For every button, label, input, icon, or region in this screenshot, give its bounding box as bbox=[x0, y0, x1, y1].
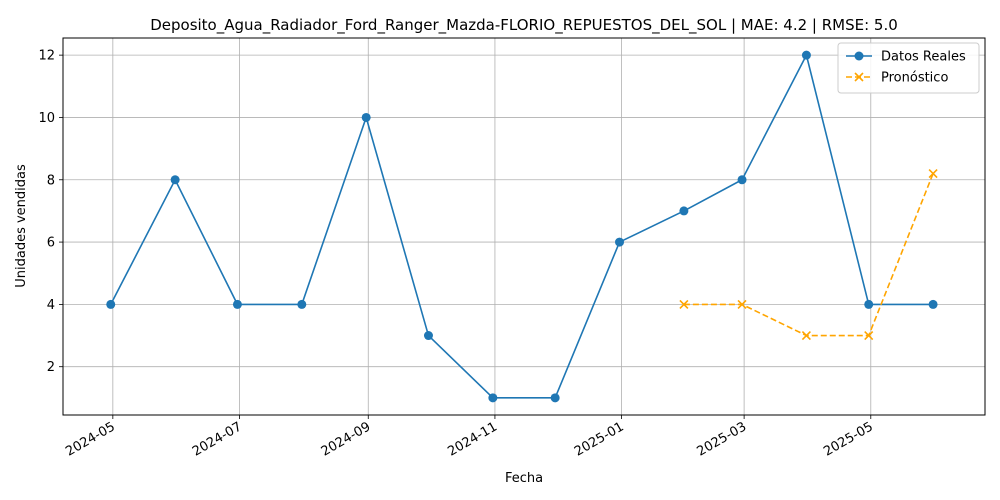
series-actual-point bbox=[615, 237, 625, 247]
series-actual-point bbox=[550, 393, 560, 403]
series-forecast-point bbox=[737, 299, 747, 309]
series-actual bbox=[106, 50, 938, 403]
y-tick-label: 6 bbox=[47, 236, 55, 251]
series-actual-point bbox=[170, 175, 180, 185]
series-actual-point bbox=[232, 299, 242, 309]
legend-label: Pronóstico bbox=[881, 71, 948, 86]
x-tick-label: 2024-05 bbox=[63, 419, 118, 459]
y-axis-label: Unidades vendidas bbox=[14, 164, 29, 288]
plot-frame bbox=[62, 37, 986, 416]
y-tick-label: 4 bbox=[47, 298, 55, 313]
x-tick-label: 2025-05 bbox=[821, 419, 876, 459]
series-layer bbox=[106, 50, 938, 403]
x-axis-label: Fecha bbox=[505, 471, 543, 486]
legend-box bbox=[837, 42, 980, 94]
x-tick-label: 2024-07 bbox=[190, 419, 245, 459]
series-actual-point bbox=[297, 299, 307, 309]
series-actual-line bbox=[110, 52, 934, 399]
legend-marker bbox=[854, 51, 864, 61]
series-actual-point bbox=[679, 206, 689, 216]
series-actual-point bbox=[423, 331, 433, 341]
legend-label: Datos Reales bbox=[881, 50, 966, 65]
series-actual-point bbox=[488, 393, 498, 403]
legend-item-actual: Datos Reales bbox=[846, 50, 966, 65]
series-forecast-line bbox=[683, 173, 934, 337]
y-axis: 2 4 6 8 10 12 bbox=[38, 49, 63, 375]
series-forecast-point bbox=[864, 330, 874, 341]
x-axis: 2024-05 2024-07 2024-09 2024-11 2025-01 2025-… bbox=[63, 415, 876, 460]
x-tick-label: 2024-11 bbox=[445, 419, 500, 459]
y-tick-label: 10 bbox=[38, 111, 55, 126]
legend-marker bbox=[854, 72, 864, 82]
series-actual-point bbox=[928, 299, 938, 309]
grid bbox=[63, 38, 985, 415]
x-tick-label: 2025-01 bbox=[572, 419, 627, 459]
series-forecast bbox=[679, 168, 938, 341]
chart-title: Deposito_Agua_Radiador_Ford_Ranger_Mazda… bbox=[150, 16, 898, 35]
series-actual-point bbox=[361, 112, 371, 122]
y-tick-label: 2 bbox=[47, 360, 55, 375]
series-forecast-point bbox=[928, 168, 938, 179]
series-forecast-point bbox=[679, 299, 689, 309]
x-tick-label: 2024-09 bbox=[319, 419, 374, 459]
series-forecast-point bbox=[801, 330, 811, 341]
series-actual-point bbox=[864, 299, 874, 309]
legend-item-forecast: Pronóstico bbox=[846, 71, 948, 86]
series-actual-point bbox=[737, 175, 747, 185]
series-actual-point bbox=[106, 299, 116, 309]
y-tick-label: 12 bbox=[38, 49, 55, 64]
x-tick-label: 2025-03 bbox=[695, 419, 750, 459]
series-actual-point bbox=[801, 50, 811, 60]
y-tick-label: 8 bbox=[47, 173, 55, 188]
legend: Datos Reales Pronóstico bbox=[837, 42, 980, 94]
